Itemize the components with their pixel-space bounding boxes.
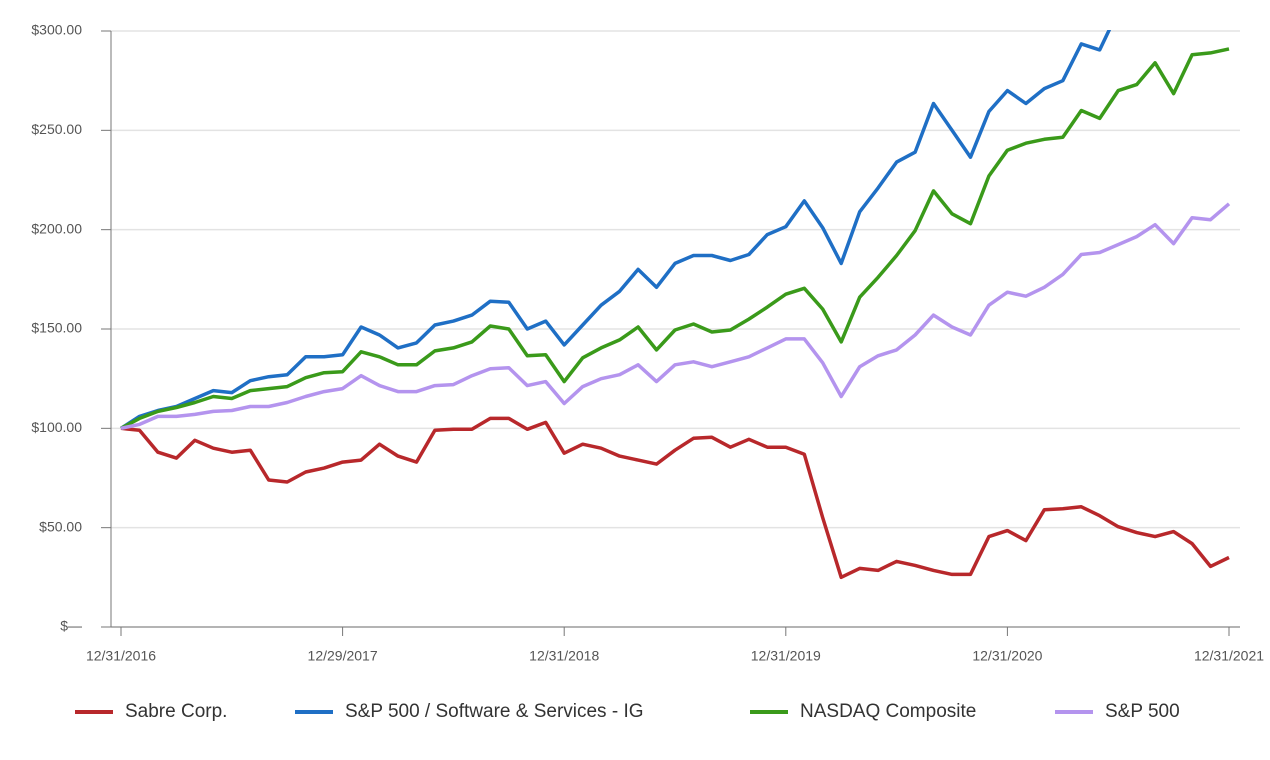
plot-area: [120, 30, 1231, 580]
legend-label: S&P 500: [1105, 701, 1180, 722]
y-tick-label: $250.00: [31, 121, 82, 137]
series-line: [120, 202, 1231, 431]
x-tick-label: 12/29/2017: [308, 648, 378, 664]
y-tick-label: $150.00: [31, 320, 82, 336]
grid: [111, 30, 1240, 628]
legend-label: NASDAQ Composite: [800, 701, 976, 722]
series-line: [120, 30, 1112, 430]
x-tick-label: 12/31/2018: [529, 648, 599, 664]
legend-label: Sabre Corp.: [125, 701, 227, 722]
y-tick-label: $300.00: [31, 22, 82, 38]
x-tick-label: 12/31/2019: [751, 648, 821, 664]
legend: Sabre Corp. S&P 500 / Software & Services…: [75, 701, 1180, 722]
axes: $— $50.00 $100.00 $150.00 $200.00 $250.00 $300…: [31, 22, 1264, 664]
series-line: [120, 416, 1230, 580]
x-tick-label: 12/31/2021: [1194, 648, 1264, 664]
y-tick-label: $50.00: [39, 518, 82, 534]
y-tick-label: $—: [60, 618, 82, 634]
y-tick-label: $200.00: [31, 220, 82, 236]
y-tick-label: $100.00: [31, 419, 82, 435]
series-line: [120, 47, 1230, 430]
x-tick-label: 12/31/2020: [972, 648, 1042, 664]
x-tick-label: 12/31/2016: [86, 648, 156, 664]
legend-label: S&P 500 / Software & Services - IG: [345, 701, 644, 722]
